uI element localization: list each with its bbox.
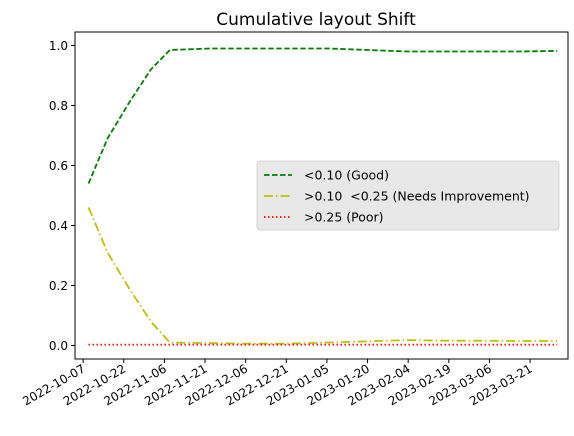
y-axis: 0.0 0.2 0.4 0.6 0.8 1.0: [49, 39, 75, 353]
series-line-1: [87, 47, 558, 184]
legend-label-1: <0.10 (Good): [304, 168, 389, 183]
chart-title: Cumulative layout Shift: [216, 10, 416, 30]
legend-label-3: >0.25 (Poor): [304, 210, 384, 225]
series-line-2: [87, 207, 558, 345]
y-tick-label: 0.6: [49, 159, 68, 173]
y-tick-label: 0.4: [49, 219, 68, 233]
x-axis: 2022-10-072022-10-222022-11-062022-11-21…: [20, 359, 535, 408]
series-layer: [87, 47, 558, 346]
y-tick-label: 0.2: [49, 279, 68, 293]
y-tick-label: 0.0: [49, 339, 68, 353]
legend: <0.10 (Good) >0.10 <0.25 (Needs Improveme…: [256, 160, 560, 231]
legend-box: [256, 160, 560, 231]
legend-label-2: >0.10 <0.25 (Needs Improvement): [304, 189, 530, 204]
plot-frame: [74, 31, 569, 360]
y-tick-label: 0.8: [49, 99, 68, 113]
y-tick-label: 1.0: [49, 39, 68, 53]
